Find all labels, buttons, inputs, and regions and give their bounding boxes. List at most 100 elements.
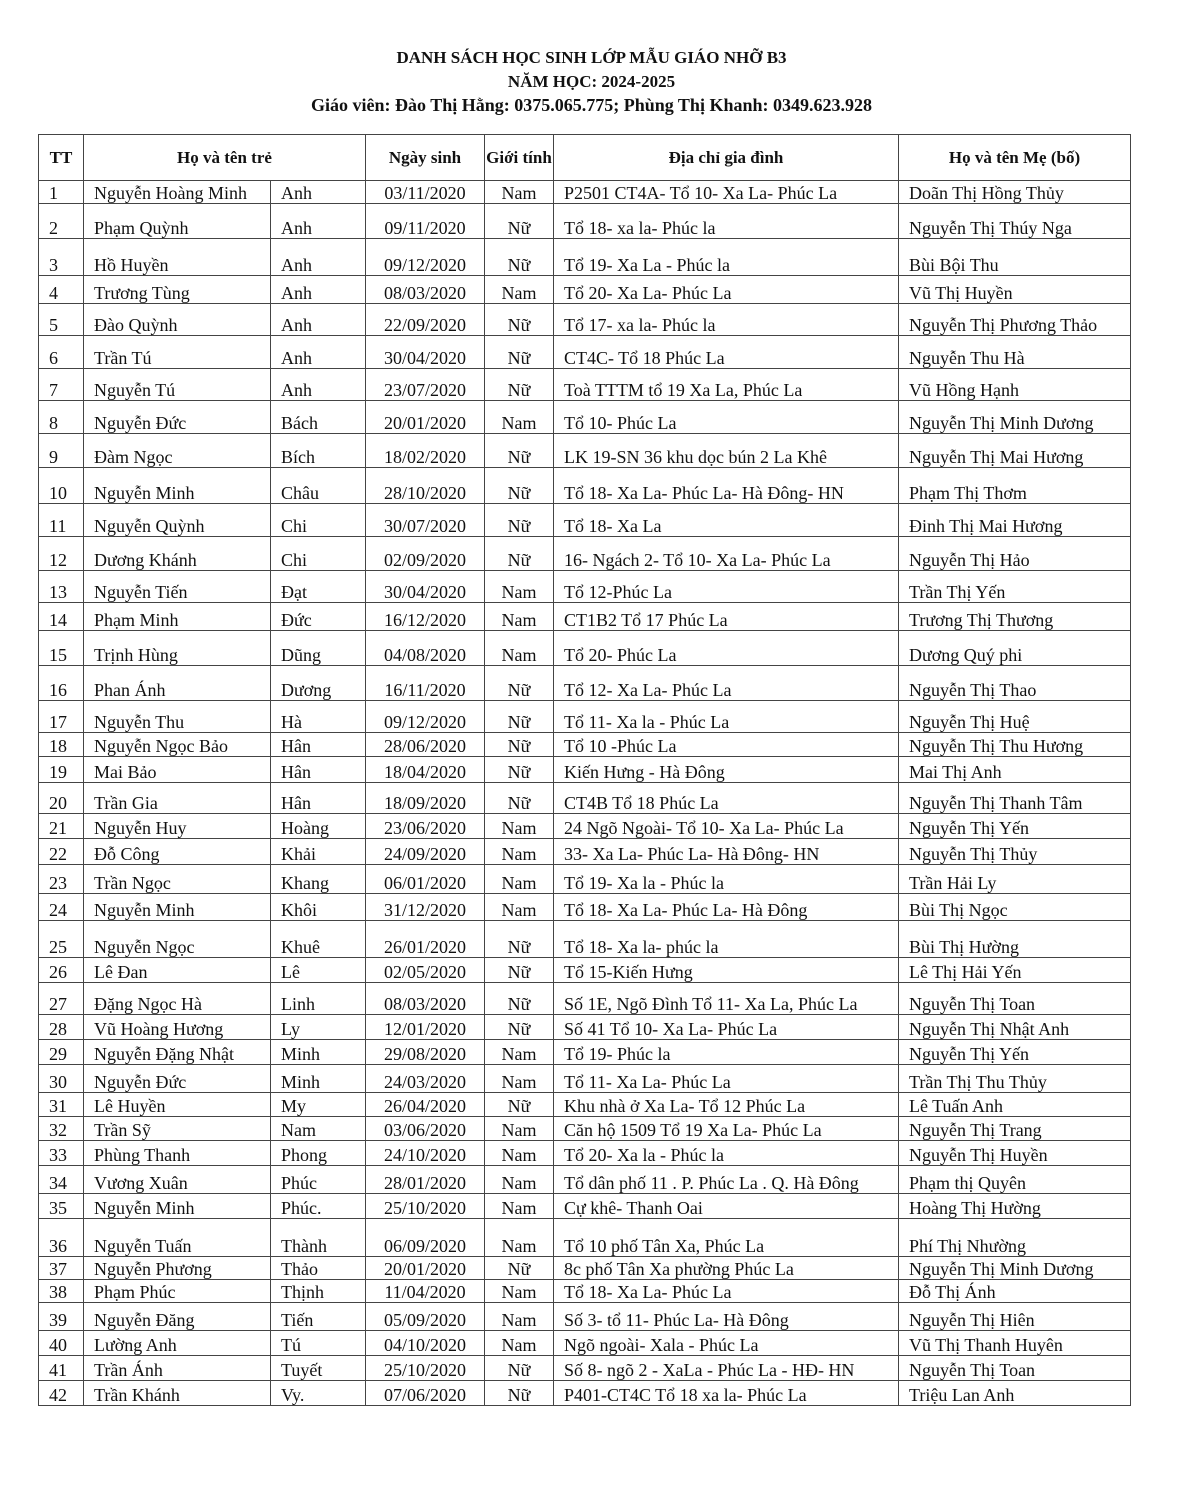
- cell-address: Toà TTTM tổ 19 Xa La, Phúc La: [553, 368, 899, 401]
- cell-address: Tổ 10 phố Tân Xa, Phúc La: [553, 1218, 899, 1257]
- cell-parent-name: Dương Quý phi: [898, 630, 1131, 666]
- cell-family-name: Nguyễn Đặng Nhật: [83, 1039, 271, 1065]
- table-row: 42 Trần Khánh Vy. 07/06/2020 Nữ P401-CT4C Tổ …: [38, 1380, 1131, 1406]
- cell-birth-date: 16/11/2020: [365, 665, 485, 701]
- table-row: 7 Nguyễn Tú Anh 23/07/2020 Nữ Toà TTTM tổ 19 …: [38, 368, 1131, 401]
- cell-gender: Nam: [484, 1116, 554, 1141]
- cell-tt: 6: [38, 335, 84, 369]
- cell-family-name: Trần Ánh: [83, 1355, 271, 1381]
- cell-tt: 39: [38, 1302, 84, 1331]
- cell-parent-name: Lê Thị Hải Yến: [898, 957, 1131, 983]
- cell-given-name: Tiến: [270, 1302, 366, 1331]
- cell-tt: 15: [38, 630, 84, 666]
- cell-parent-name: Bùi Thị Hường: [898, 920, 1131, 958]
- cell-birth-date: 26/04/2020: [365, 1092, 485, 1117]
- cell-address: CT1B2 Tổ 17 Phúc La: [553, 602, 899, 631]
- cell-address: Tổ 18- Xa la- phúc la: [553, 920, 899, 958]
- cell-address: Tổ 18- Xa La- Phúc La- Hà Đông- HN: [553, 467, 899, 504]
- cell-parent-name: Trần Thị Yến: [898, 570, 1131, 603]
- cell-gender: Nam: [484, 1140, 554, 1166]
- cell-birth-date: 18/04/2020: [365, 756, 485, 783]
- cell-given-name: Hân: [270, 782, 366, 814]
- cell-gender: Nữ: [484, 433, 554, 468]
- cell-birth-date: 07/06/2020: [365, 1380, 485, 1406]
- table-row: 18 Nguyễn Ngọc Bảo Hân 28/06/2020 Nữ Tổ 10 -P…: [38, 732, 1131, 757]
- cell-parent-name: Nguyễn Thị Huyền: [898, 1140, 1131, 1166]
- cell-tt: 26: [38, 957, 84, 983]
- cell-parent-name: Bùi Bội Thu: [898, 238, 1131, 276]
- cell-family-name: Phan Ánh: [83, 665, 271, 701]
- cell-address: CT4C- Tổ 18 Phúc La: [553, 335, 899, 369]
- cell-address: Khu nhà ở Xa La- Tổ 12 Phúc La: [553, 1092, 899, 1117]
- table-row: 14 Phạm Minh Đức 16/12/2020 Nam CT1B2 Tổ 17 P…: [38, 602, 1131, 631]
- cell-tt: 21: [38, 813, 84, 839]
- cell-birth-date: 26/01/2020: [365, 920, 485, 958]
- cell-gender: Nam: [484, 630, 554, 666]
- table-row: 3 Hồ Huyền Anh 09/12/2020 Nữ Tổ 19- Xa La - P…: [38, 238, 1131, 276]
- cell-gender: Nữ: [484, 303, 554, 336]
- cell-given-name: Anh: [270, 368, 366, 401]
- cell-tt: 13: [38, 570, 84, 603]
- table-row: 39 Nguyễn Đăng Tiến 05/09/2020 Nam Số 3- tổ 1…: [38, 1302, 1131, 1331]
- cell-address: Tổ 11- Xa La- Phúc La: [553, 1064, 899, 1093]
- cell-parent-name: Nguyễn Thị Thúy Nga: [898, 203, 1131, 239]
- cell-family-name: Nguyễn Minh: [83, 1193, 271, 1219]
- table-row: 40 Lường Anh Tú 04/10/2020 Nam Ngõ ngoài- Xal…: [38, 1330, 1131, 1356]
- header-gender: Giới tính: [484, 134, 554, 181]
- header-birth-date: Ngày sinh: [365, 134, 485, 181]
- cell-parent-name: Trần Thị Thu Thủy: [898, 1064, 1131, 1093]
- cell-tt: 38: [38, 1279, 84, 1303]
- cell-tt: 8: [38, 400, 84, 434]
- table-body: 1 Nguyễn Hoàng Minh Anh 03/11/2020 Nam P2501 …: [38, 180, 1131, 1406]
- cell-given-name: Phúc.: [270, 1193, 366, 1219]
- cell-tt: 22: [38, 838, 84, 865]
- table-row: 32 Trần Sỹ Nam 03/06/2020 Nam Căn hộ 1509 Tổ …: [38, 1116, 1131, 1141]
- cell-family-name: Đàm Ngọc: [83, 433, 271, 468]
- cell-given-name: Hà: [270, 700, 366, 733]
- table-row: 6 Trần Tú Anh 30/04/2020 Nữ CT4C- Tổ 18 Phúc …: [38, 335, 1131, 369]
- cell-birth-date: 25/10/2020: [365, 1355, 485, 1381]
- cell-given-name: Anh: [270, 275, 366, 304]
- table-row: 37 Nguyễn Phương Thảo 20/01/2020 Nữ 8c phố Tâ…: [38, 1256, 1131, 1280]
- cell-birth-date: 16/12/2020: [365, 602, 485, 631]
- cell-given-name: Chi: [270, 536, 366, 571]
- cell-tt: 34: [38, 1165, 84, 1194]
- table-row: 11 Nguyễn Quỳnh Chi 30/07/2020 Nữ Tổ 18- Xa L…: [38, 503, 1131, 537]
- cell-parent-name: Phí Thị Nhường: [898, 1218, 1131, 1257]
- cell-tt: 5: [38, 303, 84, 336]
- cell-gender: Nữ: [484, 756, 554, 783]
- table-row: 33 Phùng Thanh Phong 24/10/2020 Nam Tổ 20- Xa…: [38, 1140, 1131, 1166]
- cell-family-name: Vũ Hoàng Hương: [83, 1014, 271, 1040]
- cell-address: Tổ 19- Xa La - Phúc la: [553, 238, 899, 276]
- cell-gender: Nữ: [484, 238, 554, 276]
- header-tt: TT: [38, 134, 84, 181]
- cell-parent-name: Nguyễn Thị Toan: [898, 1355, 1131, 1381]
- cell-birth-date: 04/10/2020: [365, 1330, 485, 1356]
- cell-given-name: Anh: [270, 203, 366, 239]
- cell-gender: Nam: [484, 275, 554, 304]
- cell-tt: 16: [38, 665, 84, 701]
- cell-address: Số 3- tổ 11- Phúc La- Hà Đông: [553, 1302, 899, 1331]
- cell-given-name: Khang: [270, 864, 366, 894]
- cell-given-name: Linh: [270, 982, 366, 1015]
- cell-birth-date: 20/01/2020: [365, 400, 485, 434]
- table-row: 21 Nguyễn Huy Hoàng 23/06/2020 Nam 24 Ngõ Ngo…: [38, 813, 1131, 839]
- cell-gender: Nữ: [484, 1014, 554, 1040]
- cell-address: Tổ 10 -Phúc La: [553, 732, 899, 757]
- cell-given-name: Đạt: [270, 570, 366, 603]
- cell-birth-date: 03/11/2020: [365, 180, 485, 204]
- cell-family-name: Nguyễn Ngọc Bảo: [83, 732, 271, 757]
- cell-given-name: Bách: [270, 400, 366, 434]
- cell-birth-date: 08/03/2020: [365, 982, 485, 1015]
- cell-tt: 24: [38, 893, 84, 921]
- cell-birth-date: 30/04/2020: [365, 570, 485, 603]
- cell-gender: Nữ: [484, 467, 554, 504]
- cell-birth-date: 23/06/2020: [365, 813, 485, 839]
- cell-address: CT4B Tổ 18 Phúc La: [553, 782, 899, 814]
- cell-gender: Nữ: [484, 1355, 554, 1381]
- cell-tt: 25: [38, 920, 84, 958]
- cell-tt: 4: [38, 275, 84, 304]
- cell-address: Tổ 18- xa la- Phúc la: [553, 203, 899, 239]
- cell-parent-name: Lê Tuấn Anh: [898, 1092, 1131, 1117]
- table-row: 36 Nguyễn Tuấn Thành 06/09/2020 Nam Tổ 10 phố…: [38, 1218, 1131, 1257]
